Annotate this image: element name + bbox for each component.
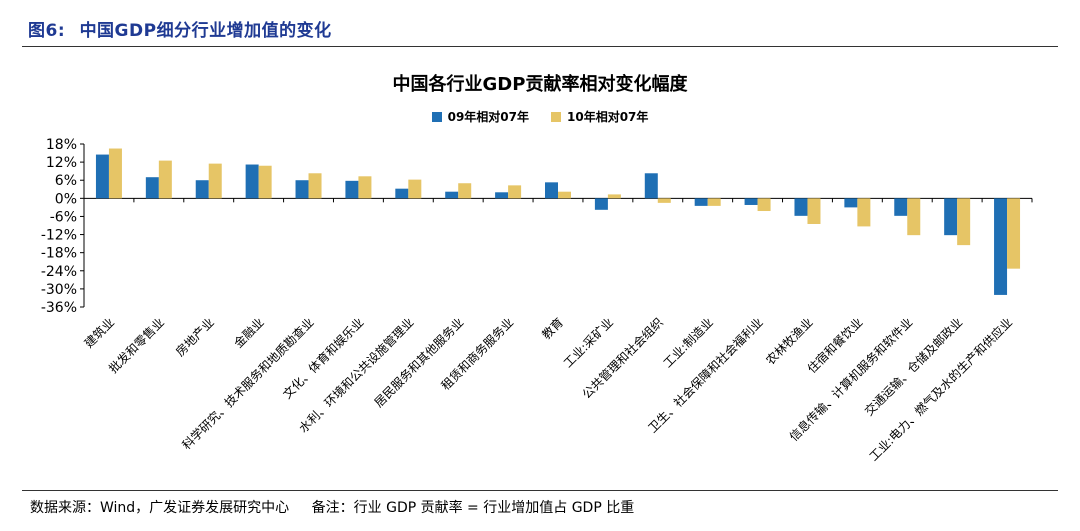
y-tick-label: -24% <box>41 264 77 280</box>
source-note: 数据来源：Wind，广发证券发展研究中心 备注：行业 GDP 贡献率 = 行业增… <box>30 497 634 517</box>
bar-series-2 <box>807 198 821 224</box>
bar-series-2 <box>208 163 222 199</box>
x-category-label: 农林牧渔业 <box>763 315 815 367</box>
y-tick-label: -12% <box>41 228 77 244</box>
bar-series-2 <box>857 198 871 227</box>
bar-series-2 <box>558 191 571 199</box>
bar-series-1 <box>545 182 558 199</box>
y-tick-label: -6% <box>50 209 77 225</box>
y-tick-label: 12% <box>46 155 77 171</box>
bar-series-2 <box>158 160 172 199</box>
bar-series-1 <box>644 173 658 199</box>
x-category-label: 教育 <box>539 315 567 343</box>
x-category-label: 居民服务和其他服务业 <box>371 315 466 410</box>
figure-title: 图6: 中国GDP细分行业增加值的变化 <box>28 16 332 41</box>
legend-swatch-series-1 <box>431 111 442 122</box>
bar-series-2 <box>607 194 621 199</box>
bar-series-2 <box>408 179 422 199</box>
bar-series-2 <box>957 198 971 246</box>
bar-series-1 <box>594 198 608 210</box>
bar-series-1 <box>395 188 409 199</box>
bar-series-2 <box>757 198 771 212</box>
bar-chart: 18%12%6%0%-6%-12%-18%-24%-30%-36%建筑业批发和零… <box>41 137 1033 464</box>
legend-swatch-series-2 <box>551 111 561 122</box>
y-tick-label: 6% <box>55 173 77 189</box>
bar-series-1 <box>894 198 908 216</box>
bar-series-2 <box>108 148 122 199</box>
bar-series-1 <box>794 198 808 216</box>
bar-series-1 <box>994 198 1008 295</box>
x-category-label: 建筑业 <box>81 315 117 351</box>
bar-series-2 <box>707 198 721 206</box>
figure-label: 图6: <box>28 21 66 41</box>
y-tick-label: -18% <box>41 246 77 262</box>
source-text: 数据来源：Wind，广发证券发展研究中心 <box>30 500 290 516</box>
x-category-label: 公共管理和社会组织 <box>579 315 666 402</box>
bar-series-2 <box>1007 198 1021 269</box>
chart-title: 中国各行业GDP贡献率相对变化幅度 <box>392 74 688 95</box>
y-tick-label: -36% <box>41 300 77 316</box>
bar-series-1 <box>95 154 109 199</box>
legend-label-series-2: 10年相对07年 <box>567 110 649 124</box>
bar-series-2 <box>358 176 372 199</box>
legend-label-series-1: 09年相对07年 <box>447 110 529 124</box>
bar-series-1 <box>744 198 758 205</box>
y-tick-label: -30% <box>41 282 77 298</box>
note-text: 备注：行业 GDP 贡献率 = 行业增加值占 GDP 比重 <box>311 500 635 516</box>
bar-series-1 <box>844 198 858 208</box>
bar-series-2 <box>508 185 522 199</box>
x-category-label: 金融业 <box>231 315 267 351</box>
bar-series-2 <box>657 198 671 203</box>
footer-rule <box>22 490 1058 492</box>
chart-legend: 09年相对07年 10年相对07年 <box>0 108 1080 125</box>
y-tick-label: 0% <box>55 191 77 207</box>
bar-series-2 <box>258 165 272 199</box>
bar-series-2 <box>308 173 322 199</box>
bar-series-1 <box>145 177 159 199</box>
bar-series-1 <box>694 198 708 206</box>
bar-series-1 <box>445 191 459 199</box>
x-category-label: 房地产业 <box>172 315 217 360</box>
legend-item-series-1: 09年相对07年 <box>431 108 529 125</box>
x-category-label: 文化、体育和娱乐业 <box>280 315 367 402</box>
bar-series-2 <box>458 183 472 199</box>
figure-title-text: 中国GDP细分行业增加值的变化 <box>79 21 332 41</box>
legend-item-series-2: 10年相对07年 <box>551 108 648 125</box>
bar-series-1 <box>245 164 259 199</box>
bar-series-1 <box>295 180 309 199</box>
bar-series-1 <box>495 192 509 199</box>
bar-series-1 <box>195 180 209 199</box>
bar-series-1 <box>944 198 958 236</box>
bar-series-2 <box>907 198 921 236</box>
x-category-label: 交通运输、仓储及邮政业 <box>861 315 965 419</box>
y-tick-label: 18% <box>46 137 77 153</box>
figure-header: 图6: 中国GDP细分行业增加值的变化 <box>22 14 1058 47</box>
bar-series-1 <box>345 180 359 199</box>
